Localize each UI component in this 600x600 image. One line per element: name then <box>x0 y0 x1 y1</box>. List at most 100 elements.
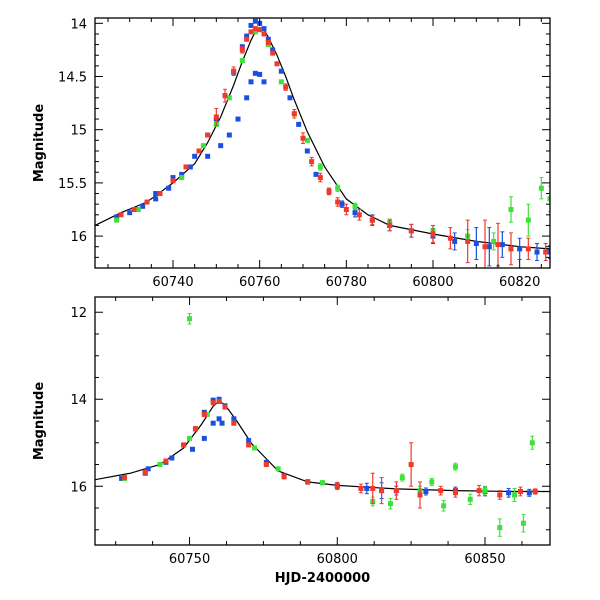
data-point <box>140 203 146 209</box>
data-point <box>352 210 358 216</box>
data-point <box>309 159 315 165</box>
data-point <box>179 171 185 177</box>
data-point <box>287 95 293 101</box>
data-point <box>438 488 444 494</box>
y-tick-label: 14 <box>70 393 87 408</box>
data-point <box>192 426 198 432</box>
data-point <box>291 111 297 117</box>
data-point <box>399 475 405 481</box>
data-point <box>326 188 332 194</box>
data-point <box>497 492 503 498</box>
data-point <box>261 26 267 32</box>
data-point <box>358 485 364 491</box>
y-tick-label: 15 <box>70 124 87 139</box>
data-point <box>467 496 473 502</box>
data-point <box>226 95 232 101</box>
y-axis-label: Magnitude <box>32 104 47 183</box>
data-point <box>499 242 505 248</box>
data-point <box>222 404 228 410</box>
data-point <box>317 175 323 181</box>
data-point <box>157 191 163 197</box>
y-tick-label: 15.5 <box>58 177 87 192</box>
model-curve <box>95 26 550 250</box>
data-point <box>252 18 258 24</box>
data-point <box>508 246 514 252</box>
data-point <box>252 70 258 76</box>
x-tick-label: 60800 <box>317 552 358 567</box>
x-tick-label: 60740 <box>152 275 193 290</box>
data-point <box>248 22 254 28</box>
data-point <box>118 212 124 218</box>
data-point <box>379 488 385 494</box>
data-point <box>205 153 211 159</box>
data-point <box>447 235 453 241</box>
data-point <box>142 469 148 475</box>
data-point <box>204 411 210 417</box>
data-point <box>131 206 137 212</box>
x-axis-label: HJD-2400000 <box>275 571 370 586</box>
data-point <box>387 501 393 507</box>
data-point <box>512 492 518 498</box>
data-point <box>187 164 193 170</box>
data-point <box>244 36 250 42</box>
data-point <box>320 480 325 486</box>
model-curve <box>95 400 550 493</box>
data-point <box>239 58 245 64</box>
data-point <box>235 116 241 122</box>
data-point <box>482 244 488 250</box>
series-red-3 <box>122 398 538 509</box>
y-axis-label: Magnitude <box>32 382 47 461</box>
data-point <box>517 488 523 494</box>
data-point <box>216 398 222 404</box>
data-point <box>179 175 185 181</box>
data-point <box>543 249 549 255</box>
data-point <box>226 132 232 138</box>
data-point <box>181 442 187 448</box>
data-point <box>408 228 414 234</box>
data-point <box>244 95 250 101</box>
series-blue-0 <box>114 18 550 267</box>
data-point <box>201 435 207 441</box>
data-point <box>296 121 302 127</box>
data-point <box>170 178 176 184</box>
bottom-panel: 60750 60800 60850 12 14 16 Magnitude HJD-240000… <box>32 296 551 586</box>
data-point <box>114 214 120 220</box>
data-point <box>218 143 224 149</box>
data-point <box>265 39 271 45</box>
series-green-2 <box>114 29 550 251</box>
data-point <box>278 68 284 74</box>
data-point <box>343 206 349 212</box>
plot-frame <box>94 296 551 546</box>
x-tick-label: 60850 <box>464 552 505 567</box>
data-point <box>257 71 263 77</box>
y-tick-label: 16 <box>70 230 87 245</box>
data-point <box>213 114 219 120</box>
x-tick-label: 60750 <box>169 552 210 567</box>
x-tick-label: 60820 <box>499 275 540 290</box>
data-point <box>183 164 189 170</box>
x-tick-label: 60800 <box>412 275 453 290</box>
data-point <box>352 203 358 209</box>
data-point <box>529 440 535 446</box>
data-point <box>261 31 267 37</box>
data-point <box>114 217 120 223</box>
data-point <box>335 185 341 191</box>
data-point <box>127 210 133 216</box>
data-point <box>196 148 202 154</box>
data-point <box>525 217 531 223</box>
data-point <box>305 479 311 485</box>
data-point <box>517 246 523 252</box>
data-point <box>231 420 237 426</box>
data-point <box>248 29 254 35</box>
series-blue-1 <box>145 416 225 472</box>
data-point <box>495 242 501 248</box>
data-point <box>423 488 429 494</box>
y-tick-label: 16 <box>70 480 87 495</box>
data-point <box>538 185 544 191</box>
series-red-3 <box>118 26 549 268</box>
y-tick-label: 14.5 <box>58 71 87 86</box>
data-point <box>187 316 193 322</box>
data-point <box>119 475 125 481</box>
data-point <box>261 79 267 85</box>
data-point <box>430 231 436 237</box>
